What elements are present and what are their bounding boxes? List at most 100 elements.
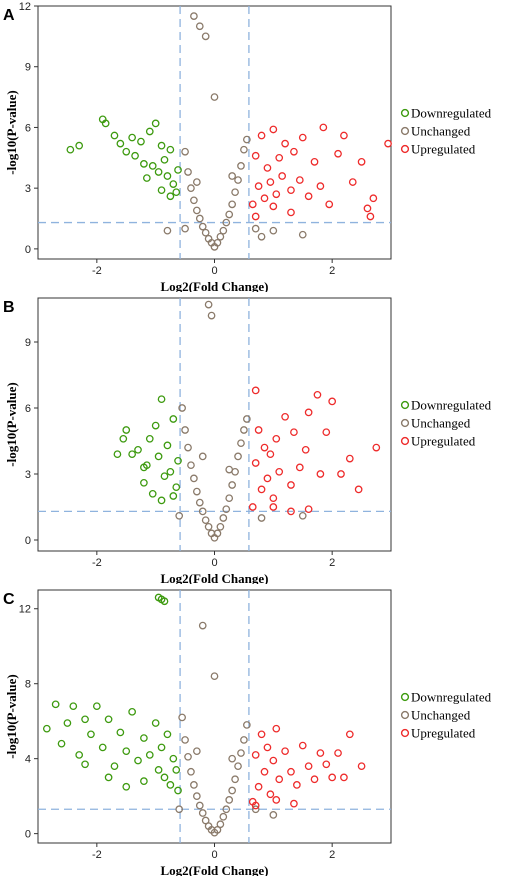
point-unchanged <box>175 511 184 520</box>
point-unchanged <box>195 214 204 223</box>
point-unchanged <box>193 206 201 215</box>
point-up <box>257 730 266 739</box>
point-up <box>363 204 372 213</box>
point-unchanged <box>198 452 207 461</box>
y-tick-label: 6 <box>25 122 31 134</box>
point-up <box>248 200 257 209</box>
legend-marker-down <box>400 108 410 118</box>
point-down <box>154 766 163 774</box>
point-down <box>87 730 95 739</box>
point-up <box>372 443 381 452</box>
point-unchanged <box>216 232 225 241</box>
point-up <box>269 503 278 511</box>
point-unchanged <box>219 514 228 522</box>
point-down <box>128 133 136 142</box>
point-down <box>145 434 154 443</box>
point-unchanged <box>237 439 245 448</box>
point-down <box>166 467 175 476</box>
point-unchanged <box>216 820 225 829</box>
point-down <box>134 756 142 765</box>
y-tick-label: 4 <box>25 754 31 766</box>
point-down <box>160 597 169 606</box>
point-unchanged <box>201 228 210 237</box>
series-down <box>66 115 182 201</box>
legend-marker-up <box>400 728 410 738</box>
point-down <box>174 786 182 795</box>
point-up <box>322 428 331 437</box>
point-up <box>328 397 337 406</box>
point-unchanged <box>228 754 236 763</box>
point-up <box>304 762 313 771</box>
series-unchanged <box>163 12 307 251</box>
point-down <box>174 166 182 174</box>
point-up <box>337 470 345 478</box>
point-unchanged <box>234 452 242 461</box>
point-up <box>269 756 278 765</box>
point-up <box>325 200 334 209</box>
point-up <box>287 186 295 195</box>
point-up <box>248 503 257 511</box>
x-axis-label: Log2(Fold Change) <box>161 279 269 292</box>
point-up <box>348 178 357 186</box>
panel-label: A <box>3 7 15 24</box>
point-up <box>304 192 313 201</box>
point-up <box>316 749 325 757</box>
point-unchanged <box>269 811 278 819</box>
point-unchanged <box>184 443 192 452</box>
threshold-lines <box>38 6 391 259</box>
point-up <box>254 182 263 190</box>
point-unchanged <box>181 426 189 434</box>
point-unchanged <box>198 222 207 231</box>
point-up <box>298 741 307 750</box>
point-unchanged <box>193 792 201 800</box>
point-unchanged <box>228 172 236 180</box>
y-tick-label: 0 <box>25 244 31 256</box>
legend-label-up: Upregulated <box>411 726 476 741</box>
point-unchanged <box>228 481 236 489</box>
point-unchanged <box>219 812 228 821</box>
y-tick-label: 12 <box>19 1 31 13</box>
point-unchanged <box>219 226 228 235</box>
point-unchanged <box>222 805 231 814</box>
point-down <box>160 472 169 481</box>
legend-label-down: Downregulated <box>411 106 492 121</box>
point-up <box>269 125 278 134</box>
point-up <box>260 443 269 452</box>
point-unchanged <box>228 786 236 795</box>
point-down <box>116 139 125 148</box>
point-down <box>163 172 172 180</box>
point-unchanged <box>198 507 207 516</box>
point-unchanged <box>257 232 266 241</box>
point-up <box>251 212 260 221</box>
legend-label-up: Upregulated <box>411 434 476 449</box>
point-up <box>310 157 319 166</box>
point-down <box>169 180 178 188</box>
point-down <box>160 155 169 164</box>
point-down <box>151 719 160 727</box>
point-down <box>42 724 51 733</box>
series-down <box>113 395 182 505</box>
point-up <box>287 507 295 516</box>
x-tick-label: 0 <box>211 557 217 569</box>
x-axis-label: Log2(Fold Change) <box>161 863 269 876</box>
y-tick-label: 9 <box>25 62 31 74</box>
legend-marker-unchanged <box>400 710 410 720</box>
point-up <box>334 149 342 158</box>
point-up <box>316 470 325 478</box>
point-up <box>304 408 313 417</box>
point-down <box>160 773 169 782</box>
point-up <box>281 747 289 756</box>
point-up <box>281 139 289 148</box>
legend-marker-up <box>400 436 410 446</box>
threshold-lines <box>38 298 391 551</box>
point-up <box>269 494 278 503</box>
point-unchanged <box>195 498 204 507</box>
y-tick-label: 3 <box>25 183 31 195</box>
legend-label-down: Downregulated <box>411 398 492 413</box>
point-up <box>254 782 263 791</box>
point-unchanged <box>187 184 195 193</box>
point-up <box>266 178 275 186</box>
point-unchanged <box>234 762 242 771</box>
point-down <box>163 441 172 450</box>
point-down <box>157 141 166 150</box>
